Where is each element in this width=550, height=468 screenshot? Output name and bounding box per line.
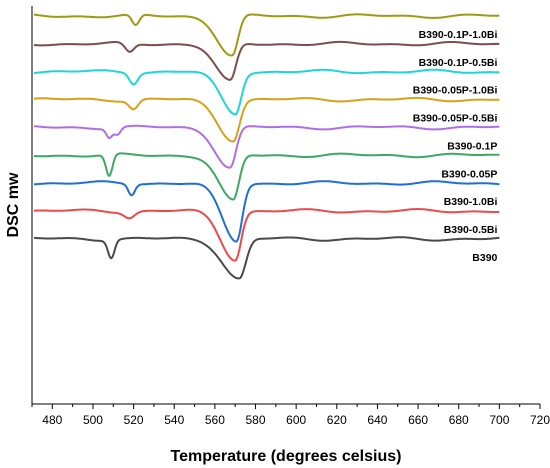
x-tick-label: 720 bbox=[530, 413, 550, 427]
series-line bbox=[33, 152, 500, 201]
series-line bbox=[33, 13, 500, 57]
series-label: B390-0.05P-1.0Bi bbox=[413, 85, 498, 97]
series-line bbox=[34, 236, 500, 280]
series-label: B390-0.05P bbox=[441, 168, 497, 180]
x-tick-label: 680 bbox=[449, 413, 469, 427]
y-axis-title: DSC mw bbox=[5, 172, 22, 237]
x-tick-label: 580 bbox=[246, 413, 266, 427]
x-tick-label: 600 bbox=[286, 413, 306, 427]
series-label: B390-0.1P bbox=[447, 140, 497, 152]
x-tick-label: 520 bbox=[124, 413, 144, 427]
series-line bbox=[33, 40, 500, 81]
series-labels: B390-0.1P-1.0Bi B390-0.1P-0.5Bi B390-0.05P… bbox=[413, 29, 498, 264]
plot-curves bbox=[33, 13, 500, 280]
series-label: B390-0.05P-0.5Bi bbox=[413, 113, 498, 125]
x-tick-label: 620 bbox=[327, 413, 347, 427]
x-axis-title: Temperature (degrees celsius) bbox=[171, 448, 402, 465]
series-label: B390-0.5Bi bbox=[444, 224, 498, 236]
x-tick-label: 480 bbox=[42, 413, 62, 427]
x-tick-label: 660 bbox=[408, 413, 428, 427]
series-line bbox=[33, 124, 500, 169]
series-label: B390-1.0Bi bbox=[444, 196, 498, 208]
series-line bbox=[33, 96, 500, 143]
series-label: B390-0.1P-0.5Bi bbox=[419, 57, 498, 69]
x-tick-label: 640 bbox=[367, 413, 387, 427]
series-label: B390-0.1P-1.0Bi bbox=[419, 29, 498, 41]
x-tick-label: 500 bbox=[83, 413, 103, 427]
x-axis: 480 500 520 540 560 580 600 620 640 660 680 700 720 bbox=[31, 6, 550, 427]
x-tick-label: 700 bbox=[489, 413, 509, 427]
series-line bbox=[33, 180, 500, 243]
series-label: B390 bbox=[472, 252, 497, 264]
series-line bbox=[33, 208, 500, 262]
x-tick-label: 540 bbox=[164, 413, 184, 427]
x-tick-label: 560 bbox=[205, 413, 225, 427]
series-line bbox=[33, 68, 500, 116]
